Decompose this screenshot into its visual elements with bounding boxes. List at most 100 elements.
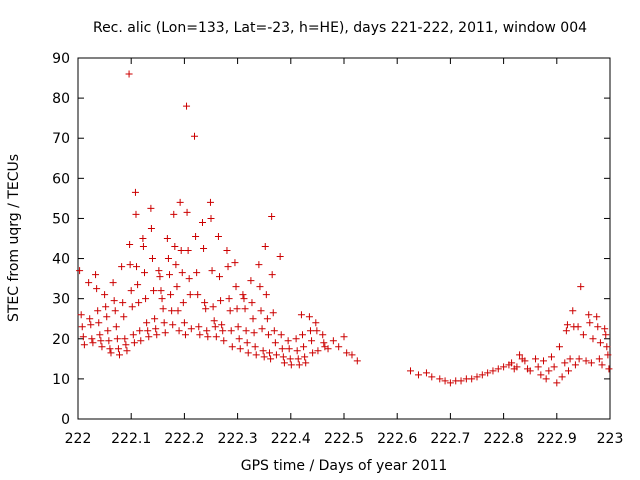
data-point bbox=[276, 253, 284, 261]
data-point bbox=[126, 241, 134, 249]
data-point bbox=[187, 325, 195, 333]
data-point bbox=[293, 347, 301, 355]
data-point bbox=[180, 319, 188, 327]
data-point bbox=[555, 343, 563, 351]
data-point bbox=[571, 361, 579, 369]
data-point bbox=[257, 307, 265, 315]
data-point bbox=[320, 339, 328, 347]
data-point bbox=[585, 311, 593, 319]
data-point bbox=[494, 365, 502, 373]
data-point bbox=[206, 198, 214, 206]
data-point bbox=[150, 287, 158, 295]
x-tick-label: 222.1 bbox=[111, 431, 151, 447]
data-point bbox=[575, 355, 583, 363]
data-point bbox=[144, 327, 152, 335]
data-point bbox=[547, 353, 555, 361]
data-point bbox=[313, 327, 321, 335]
data-point bbox=[286, 355, 294, 363]
data-point bbox=[179, 299, 187, 307]
data-point bbox=[174, 307, 182, 315]
data-point bbox=[134, 281, 142, 289]
data-point bbox=[142, 295, 150, 303]
y-tick-label: 70 bbox=[52, 131, 70, 147]
data-point bbox=[136, 327, 144, 335]
data-point bbox=[587, 359, 595, 367]
data-point bbox=[109, 279, 117, 287]
x-tick-label: 222.8 bbox=[484, 431, 524, 447]
data-point bbox=[147, 224, 155, 232]
y-tick-label: 20 bbox=[52, 332, 70, 348]
data-point bbox=[262, 291, 270, 299]
data-point bbox=[280, 359, 288, 367]
data-point bbox=[200, 245, 208, 253]
data-point bbox=[329, 337, 337, 345]
data-point bbox=[562, 327, 570, 335]
data-series bbox=[76, 70, 613, 387]
data-point bbox=[130, 339, 138, 347]
data-point bbox=[294, 355, 302, 363]
data-point bbox=[309, 349, 317, 357]
data-point bbox=[167, 291, 175, 299]
data-point bbox=[353, 357, 361, 365]
data-point bbox=[540, 357, 547, 365]
data-point bbox=[233, 305, 241, 313]
data-point bbox=[98, 343, 106, 351]
x-tick-label: 223 bbox=[597, 431, 624, 447]
data-point bbox=[228, 343, 236, 351]
data-point bbox=[85, 279, 93, 287]
data-point bbox=[155, 267, 163, 275]
data-point bbox=[218, 321, 226, 329]
data-point bbox=[299, 331, 307, 339]
data-point bbox=[478, 371, 486, 379]
data-point bbox=[271, 339, 279, 347]
data-point bbox=[135, 299, 143, 307]
data-point bbox=[250, 329, 258, 337]
data-point bbox=[211, 323, 219, 331]
data-point bbox=[137, 337, 145, 345]
data-point bbox=[278, 345, 286, 353]
data-point bbox=[143, 319, 151, 327]
data-point bbox=[284, 337, 292, 345]
data-point bbox=[178, 269, 186, 277]
y-tick-label: 10 bbox=[52, 372, 70, 388]
data-point bbox=[159, 305, 167, 313]
data-point bbox=[219, 327, 227, 335]
data-point bbox=[79, 333, 87, 341]
y-tick-label: 0 bbox=[61, 412, 70, 428]
data-point bbox=[145, 333, 153, 341]
data-point bbox=[500, 363, 508, 371]
data-point bbox=[87, 321, 95, 329]
data-point bbox=[198, 218, 206, 226]
y-tick-label: 30 bbox=[52, 292, 70, 308]
data-point bbox=[532, 355, 540, 363]
data-point bbox=[183, 208, 191, 216]
data-point bbox=[234, 323, 242, 331]
data-point bbox=[113, 335, 121, 343]
data-point bbox=[596, 339, 604, 347]
data-point bbox=[601, 325, 609, 333]
data-point bbox=[141, 269, 148, 277]
data-point bbox=[224, 263, 232, 271]
y-axis-label: STEC from uqrg / TECUs bbox=[6, 154, 22, 322]
data-point bbox=[534, 363, 542, 371]
y-axis: 0 10 20 30 40 50 60 70 80 90 bbox=[52, 51, 610, 428]
data-point bbox=[264, 331, 272, 339]
data-point bbox=[168, 307, 176, 315]
data-point bbox=[553, 379, 561, 387]
data-point bbox=[259, 347, 267, 355]
data-point bbox=[80, 341, 88, 349]
data-point bbox=[157, 287, 165, 295]
data-point bbox=[201, 299, 209, 307]
data-point bbox=[171, 243, 179, 251]
data-point bbox=[208, 267, 216, 275]
data-point bbox=[251, 343, 259, 351]
data-point bbox=[537, 371, 545, 379]
data-point bbox=[214, 232, 222, 240]
data-point bbox=[301, 353, 309, 361]
data-point bbox=[153, 331, 161, 339]
data-point bbox=[114, 345, 122, 353]
data-point bbox=[335, 343, 343, 351]
data-point bbox=[217, 297, 225, 305]
x-tick-label: 222.3 bbox=[218, 431, 258, 447]
